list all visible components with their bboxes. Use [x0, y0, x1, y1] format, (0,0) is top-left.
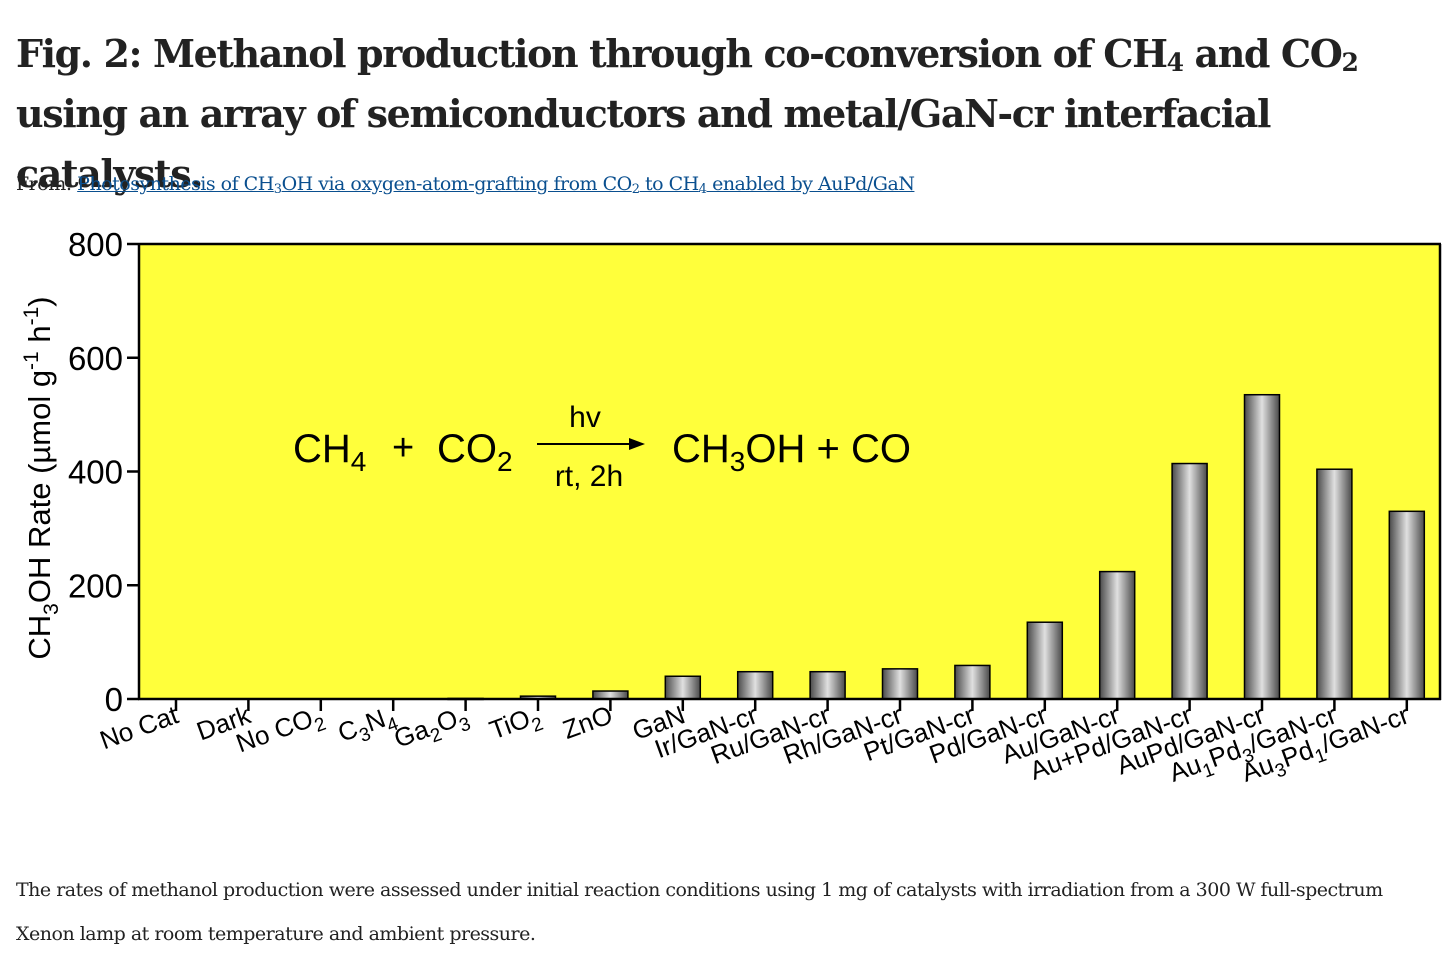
- bar: [736, 670, 774, 700]
- reaction-arrow-head: [629, 438, 645, 450]
- plot-background: [139, 244, 1440, 699]
- bar: [1026, 621, 1064, 700]
- bar: [1316, 468, 1353, 700]
- reactant-co2: CO2: [437, 427, 513, 477]
- source-article-link[interactable]: Photosynthesis of CH3OH via oxygen-atom-…: [77, 173, 915, 197]
- reactant-ch4: CH4: [293, 427, 366, 477]
- figure-caption: The rates of methanol production were as…: [16, 879, 1383, 945]
- y-tick-label: 200: [68, 567, 123, 604]
- y-axis-label: CH3OH Rate (µmol g-1 h-1): [20, 296, 63, 659]
- bar: [1098, 570, 1136, 700]
- figure-title: Fig. 2: Methanol production through co-c…: [16, 31, 1359, 196]
- arrow-top-label: hv: [569, 401, 601, 434]
- bar: [1388, 510, 1426, 700]
- plus-sign-1: +: [392, 427, 414, 469]
- y-tick-label: 0: [105, 681, 123, 718]
- y-tick-label: 600: [68, 340, 123, 377]
- product-ch3oh-co: CH3OH + CO: [672, 427, 911, 477]
- bar: [881, 668, 919, 700]
- reaction-equation: CH4 + CO2 hv rt, 2h CH3OH + CO: [293, 401, 911, 493]
- arrow-bottom-label: rt, 2h: [555, 460, 623, 493]
- bar: [809, 670, 846, 700]
- from-label: From:: [16, 173, 72, 195]
- x-tick-label: ZnO: [559, 699, 617, 744]
- source-line: From: Photosynthesis of CH3OH via oxygen…: [16, 173, 915, 197]
- bar: [1243, 393, 1281, 700]
- bar: [954, 664, 991, 700]
- y-tick-label: 400: [68, 454, 123, 491]
- bar: [1171, 462, 1208, 700]
- y-tick-label: 800: [68, 226, 123, 263]
- x-tick-label: Ga2O3: [390, 699, 474, 759]
- bar: [664, 675, 702, 700]
